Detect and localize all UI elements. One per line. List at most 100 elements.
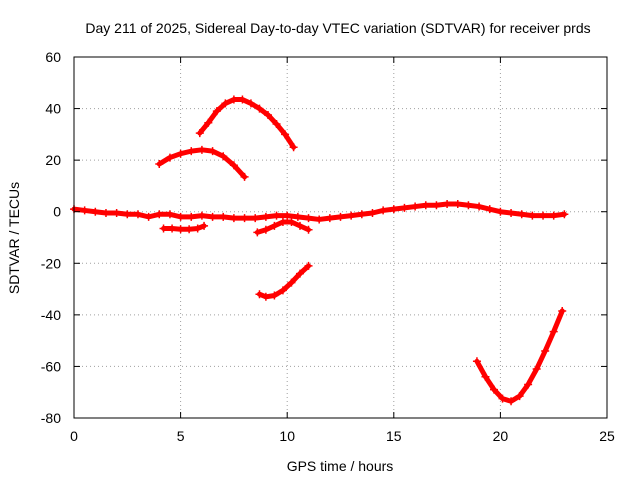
data-point — [123, 210, 132, 219]
data-point — [507, 209, 516, 218]
x-tick-label: 15 — [386, 428, 402, 444]
x-tick-label: 5 — [177, 428, 185, 444]
data-point — [176, 149, 185, 158]
data-point — [251, 214, 260, 223]
axis-ticks — [73, 56, 608, 419]
data-point — [496, 207, 505, 216]
data-point — [336, 212, 345, 221]
data-point — [255, 104, 264, 113]
data-point — [389, 205, 398, 214]
data-point — [229, 161, 238, 170]
data-point — [261, 212, 270, 221]
data-point — [498, 394, 507, 403]
data-point — [507, 397, 516, 406]
data-point — [168, 224, 177, 233]
data-point — [357, 210, 366, 219]
data-point — [212, 107, 221, 116]
data-point — [278, 286, 287, 295]
series-track-5 — [253, 218, 313, 237]
data-point — [165, 210, 174, 219]
data-point — [304, 225, 313, 234]
data-point — [432, 201, 441, 210]
data-point — [240, 214, 249, 223]
data-point — [443, 199, 452, 208]
y-tick-label: -20 — [41, 255, 61, 271]
y-tick-label: 60 — [45, 49, 61, 65]
data-point — [246, 99, 255, 108]
data-point — [453, 199, 462, 208]
data-point — [272, 211, 281, 220]
data-point — [101, 209, 110, 218]
data-point — [187, 212, 196, 221]
data-point — [193, 224, 202, 233]
data-point — [229, 95, 238, 104]
y-tick-label: 40 — [45, 101, 61, 117]
data-point — [558, 306, 567, 315]
x-tick-label: 25 — [599, 428, 615, 444]
data-point — [287, 218, 296, 227]
data-point — [208, 212, 217, 221]
data-point — [253, 228, 262, 237]
data-point — [560, 210, 569, 219]
data-point — [400, 203, 409, 212]
chart-title: Day 211 of 2025, Sidereal Day-to-day VTE… — [85, 20, 590, 36]
y-tick-label: -80 — [41, 410, 61, 426]
y-tick-label: -40 — [41, 307, 61, 323]
data-point — [159, 224, 168, 233]
x-tick-label: 0 — [70, 428, 78, 444]
data-point — [287, 278, 296, 287]
data-point — [293, 212, 302, 221]
y-tick-label: 20 — [45, 152, 61, 168]
data-point — [283, 211, 292, 220]
data-point — [295, 269, 304, 278]
data-point — [264, 111, 273, 120]
data-point — [197, 211, 206, 220]
data-point — [91, 207, 100, 216]
series-line — [197, 97, 297, 150]
data-point — [219, 152, 228, 161]
data-point — [240, 172, 249, 181]
data-point — [472, 357, 481, 366]
data-point — [541, 346, 550, 355]
data-point — [221, 99, 230, 108]
data-point — [80, 206, 89, 215]
data-point — [524, 380, 533, 389]
plot-tracks — [70, 95, 569, 406]
series-track-1 — [70, 199, 569, 224]
y-tick-label: 0 — [53, 204, 61, 220]
data-point — [197, 145, 206, 154]
data-point — [295, 221, 304, 230]
series-track-4 — [159, 221, 209, 234]
data-point — [229, 214, 238, 223]
data-point — [176, 225, 185, 234]
data-point — [411, 202, 420, 211]
x-tick-label: 20 — [493, 428, 509, 444]
data-point — [208, 147, 217, 156]
data-point — [421, 201, 430, 210]
data-point — [281, 130, 290, 139]
series-track-7 — [472, 306, 567, 406]
data-point — [195, 129, 204, 138]
data-point — [219, 212, 228, 221]
data-point — [528, 211, 537, 220]
data-point — [347, 211, 356, 220]
data-point — [490, 385, 499, 394]
x-tick-label: 10 — [279, 428, 295, 444]
data-point — [304, 214, 313, 223]
data-point — [270, 291, 279, 300]
data-point — [270, 221, 279, 230]
data-point — [272, 120, 281, 129]
data-point — [517, 210, 526, 219]
data-point — [144, 212, 153, 221]
plot-frame — [73, 56, 608, 419]
series-track-6 — [255, 261, 313, 301]
data-point — [200, 221, 209, 230]
data-point — [155, 160, 164, 169]
data-point — [261, 292, 270, 301]
data-point — [379, 206, 388, 215]
data-point — [289, 143, 298, 152]
data-point — [185, 225, 194, 234]
series-track-3 — [195, 95, 298, 152]
data-point — [204, 118, 213, 127]
data-point — [315, 215, 324, 224]
